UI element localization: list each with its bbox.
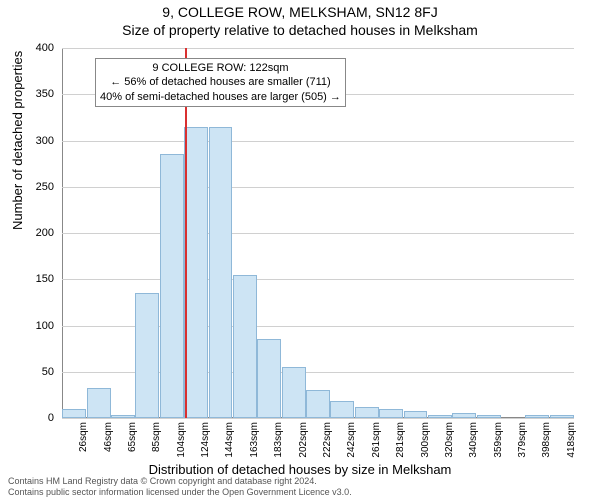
y-tick-label: 50 [24, 366, 54, 378]
y-axis-label: Number of detached properties [10, 51, 25, 230]
annotation-line-2: ← 56% of detached houses are smaller (71… [100, 75, 341, 89]
gridline [62, 418, 574, 419]
gridline [62, 187, 574, 188]
x-tick-label: 183sqm [273, 422, 284, 458]
y-tick-label: 400 [24, 42, 54, 54]
address-line: 9, COLLEGE ROW, MELKSHAM, SN12 8FJ [0, 0, 600, 20]
x-tick-label: 46sqm [103, 422, 114, 452]
x-tick-label: 300sqm [420, 422, 431, 458]
footer-line-2: Contains public sector information licen… [8, 487, 352, 498]
histogram-bar [87, 388, 111, 418]
x-tick-label: 104sqm [176, 422, 187, 458]
x-tick-label: 320sqm [444, 422, 455, 458]
x-tick-label: 418sqm [566, 422, 577, 458]
histogram-bar [111, 415, 135, 418]
x-tick-label: 261sqm [371, 422, 382, 458]
histogram-bar [404, 411, 428, 418]
annotation-line-3: 40% of semi-detached houses are larger (… [100, 90, 341, 104]
x-tick-label: 242sqm [346, 422, 357, 458]
x-tick-label: 85sqm [151, 422, 162, 452]
footer-line-1: Contains HM Land Registry data © Crown c… [8, 476, 352, 487]
y-tick-label: 200 [24, 227, 54, 239]
gridline [62, 48, 574, 49]
y-tick-label: 350 [24, 88, 54, 100]
histogram-bar [184, 127, 208, 418]
histogram-bar [428, 415, 452, 418]
x-tick-label: 398sqm [541, 422, 552, 458]
y-tick-label: 250 [24, 181, 54, 193]
chart-container: 9, COLLEGE ROW, MELKSHAM, SN12 8FJ Size … [0, 0, 600, 500]
histogram-bar [379, 409, 403, 418]
x-tick-label: 379sqm [517, 422, 528, 458]
y-tick-label: 0 [24, 412, 54, 424]
histogram-bar [550, 415, 574, 418]
x-tick-label: 222sqm [322, 422, 333, 458]
x-tick-label: 163sqm [249, 422, 260, 458]
histogram-bar [233, 275, 257, 418]
y-tick-label: 150 [24, 273, 54, 285]
x-tick-label: 124sqm [200, 422, 211, 458]
histogram-bar [452, 413, 476, 418]
histogram-bar [62, 409, 86, 418]
annotation-line-1: 9 COLLEGE ROW: 122sqm [100, 61, 341, 75]
x-axis-label: Distribution of detached houses by size … [0, 462, 600, 477]
histogram-bar [209, 127, 233, 418]
footer-attribution: Contains HM Land Registry data © Crown c… [8, 476, 352, 498]
x-tick-label: 359sqm [493, 422, 504, 458]
histogram-bar [477, 415, 501, 418]
x-tick-label: 202sqm [298, 422, 309, 458]
gridline [62, 233, 574, 234]
gridline [62, 141, 574, 142]
histogram-bar [257, 339, 281, 418]
histogram-bar [525, 415, 549, 418]
annotation-box: 9 COLLEGE ROW: 122sqm ← 56% of detached … [95, 58, 346, 107]
histogram-bar [160, 154, 184, 418]
x-tick-label: 65sqm [127, 422, 138, 452]
gridline [62, 279, 574, 280]
histogram-bar [306, 390, 330, 418]
x-tick-label: 281sqm [395, 422, 406, 458]
x-tick-label: 340sqm [468, 422, 479, 458]
chart-title: Size of property relative to detached ho… [0, 20, 600, 38]
x-tick-label: 144sqm [224, 422, 235, 458]
histogram-bar [135, 293, 159, 418]
histogram-bar [282, 367, 306, 418]
histogram-bar [330, 401, 354, 418]
histogram-bar [355, 407, 379, 418]
x-tick-label: 26sqm [78, 422, 89, 452]
y-tick-label: 300 [24, 135, 54, 147]
y-tick-label: 100 [24, 320, 54, 332]
